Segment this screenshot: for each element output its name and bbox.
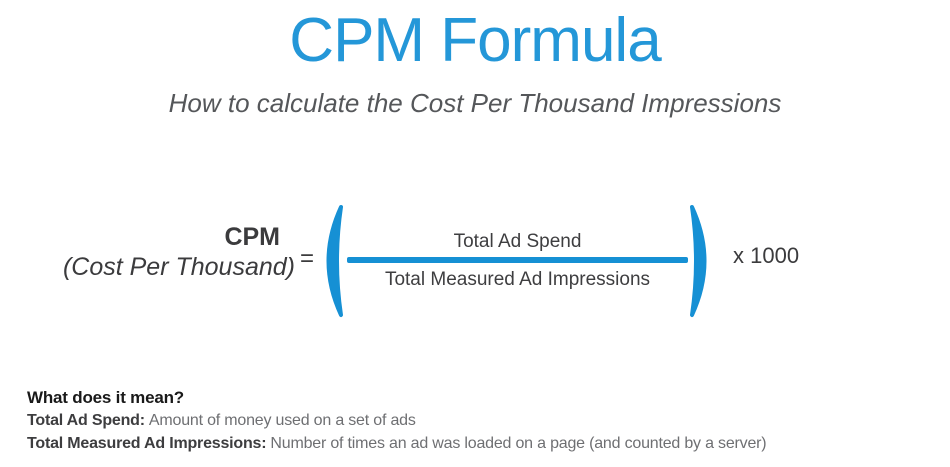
formula-lhs: CPM (Cost Per Thousand) [50, 223, 295, 283]
definition-total-measured-ad-impressions: Total Measured Ad Impressions: Number of … [27, 432, 937, 455]
page-title: CPM Formula [289, 6, 661, 75]
definitions-heading: What does it mean? [27, 388, 184, 407]
definition-text: Number of times an ad was loaded on a pa… [270, 435, 767, 452]
fraction-numerator: Total Ad Spend [453, 231, 582, 252]
page-subtitle: How to calculate the Cost Per Thousand I… [168, 88, 782, 118]
equals-sign: = [300, 245, 315, 272]
definition-term: Total Ad Spend: [27, 412, 145, 429]
open-paren-icon [326, 205, 343, 317]
definition-total-ad-spend: Total Ad Spend: Amount of money used on a… [27, 409, 937, 432]
definition-term: Total Measured Ad Impressions: [27, 435, 267, 452]
definition-text: Amount of money used on a set of ads [148, 412, 416, 429]
fraction-bar [347, 257, 688, 263]
fraction: Total Ad Spend Total Measured Ad Impress… [347, 230, 688, 291]
formula-lhs-sublabel: (Cost Per Thousand) [62, 253, 295, 281]
formula-lhs-label: CPM [224, 223, 280, 251]
definitions-block: What does it mean? Total Ad Spend: Amount… [27, 386, 937, 455]
multiplier-label: x 1000 [733, 243, 800, 268]
close-paren-icon [690, 205, 707, 317]
fraction-denominator: Total Measured Ad Impressions [384, 269, 651, 290]
